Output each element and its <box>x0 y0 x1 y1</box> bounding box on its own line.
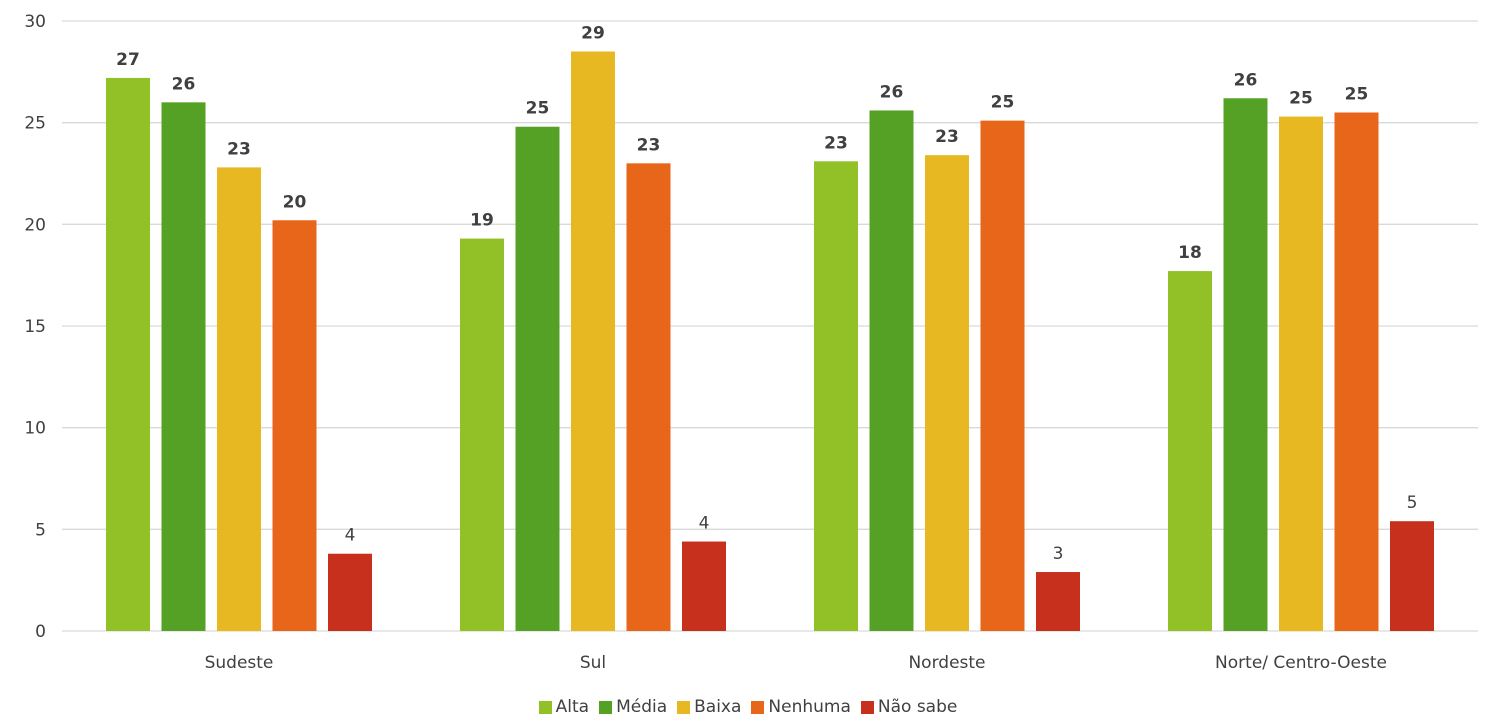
y-tick-label: 30 <box>24 12 46 32</box>
bar <box>328 553 372 631</box>
legend-label: Baixa <box>694 697 742 717</box>
legend-swatch <box>599 700 613 714</box>
x-category-label: Norte/ Centro-Oeste <box>1215 653 1387 673</box>
legend: Alta Média Baixa Nenhuma Não sabe <box>0 697 1496 717</box>
y-tick-label: 20 <box>24 215 46 235</box>
data-label: 3 <box>1053 544 1064 564</box>
data-label: 23 <box>637 135 661 155</box>
bar <box>626 163 671 632</box>
bar <box>515 126 560 631</box>
legend-item: Média <box>599 697 667 717</box>
x-axis: Sudeste Sul Nordeste Norte/ Centro-Oeste <box>205 653 1387 673</box>
data-label: 26 <box>1234 70 1258 90</box>
data-label: 23 <box>935 127 959 147</box>
data-label: 19 <box>470 211 494 231</box>
legend-item: Não sabe <box>860 697 958 717</box>
x-category-label: Sudeste <box>205 653 274 673</box>
y-tick-label: 15 <box>24 317 46 337</box>
data-label: 25 <box>526 99 550 119</box>
bar <box>925 155 969 631</box>
data-label: 20 <box>283 192 307 212</box>
legend-swatch <box>751 700 765 714</box>
bar <box>682 541 726 631</box>
legend-label: Média <box>616 697 668 717</box>
data-label: 5 <box>1407 493 1418 513</box>
bar <box>869 110 914 631</box>
data-labels: 27 26 23 20 4 19 25 29 23 4 23 26 23 25 3 18 26 25 25 5 <box>116 24 1417 565</box>
legend-swatch <box>860 700 874 714</box>
y-tick-label: 25 <box>24 114 46 134</box>
bar <box>1223 98 1268 632</box>
data-label: 23 <box>824 133 848 153</box>
bar <box>1334 112 1379 631</box>
data-label: 25 <box>1289 89 1313 109</box>
bars <box>106 51 1434 632</box>
bar <box>980 120 1025 631</box>
legend-label: Não sabe <box>877 697 958 717</box>
bar <box>460 238 504 632</box>
legend-label: Alta <box>555 697 590 717</box>
data-label: 23 <box>227 139 251 159</box>
legend-swatch <box>677 700 691 714</box>
bar <box>1390 521 1434 631</box>
bar <box>1036 572 1080 631</box>
data-label: 25 <box>1345 85 1369 105</box>
bar <box>272 220 317 631</box>
legend-label: Nenhuma <box>768 697 851 717</box>
x-category-label: Sul <box>580 653 606 673</box>
bar <box>571 51 615 631</box>
data-label: 18 <box>1178 243 1202 263</box>
data-label: 27 <box>116 50 140 70</box>
data-label: 26 <box>172 74 196 94</box>
y-axis: 0 5 10 15 20 25 30 <box>24 12 46 642</box>
y-tick-label: 5 <box>35 520 46 540</box>
data-label: 4 <box>699 514 710 534</box>
legend-item: Alta <box>538 697 590 717</box>
bar <box>1279 116 1323 632</box>
data-label: 26 <box>880 82 904 102</box>
x-category-label: Nordeste <box>908 653 985 673</box>
bar <box>217 167 261 631</box>
data-label: 4 <box>345 526 356 546</box>
legend-item: Nenhuma <box>751 697 851 717</box>
y-tick-label: 0 <box>35 622 46 642</box>
legend-item: Baixa <box>677 697 741 717</box>
bar <box>106 77 150 631</box>
y-tick-label: 10 <box>24 419 46 439</box>
bar <box>814 161 858 632</box>
data-label: 29 <box>581 24 605 44</box>
legend-swatch <box>538 700 552 714</box>
bar <box>1168 271 1212 631</box>
bar <box>161 102 206 632</box>
data-label: 25 <box>991 93 1015 113</box>
